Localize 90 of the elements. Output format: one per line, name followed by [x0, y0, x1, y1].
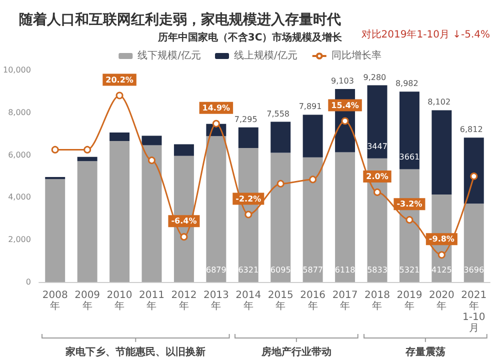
data-label: 4125	[432, 266, 452, 274]
total-label: 7,558	[266, 109, 290, 118]
bar	[77, 161, 98, 282]
x-tick-label: 2010年	[106, 290, 132, 312]
point	[341, 117, 349, 125]
point	[470, 172, 478, 180]
legend-label: 同比增长率	[331, 50, 382, 62]
x-tick-label: 2012年	[171, 290, 197, 312]
total-label: 8,102	[428, 98, 451, 107]
x-tick-label: 2016年	[300, 290, 326, 312]
point	[438, 251, 446, 259]
data-label: 20.2%	[106, 75, 134, 84]
data-label: 5877	[302, 266, 323, 274]
data-label: 3696	[464, 266, 484, 274]
bar	[302, 157, 323, 282]
data-label: 5321	[399, 266, 420, 274]
bar	[270, 152, 291, 282]
x-tick-label: 2011年	[139, 290, 164, 312]
bar	[464, 204, 484, 282]
bar	[238, 127, 258, 148]
bar	[45, 179, 66, 282]
text: 对比2019年1-10月 ↓-5.4%	[361, 28, 490, 40]
total-label: 9,103	[331, 76, 354, 86]
x-tick-label: 2013年	[203, 290, 229, 312]
bar	[335, 152, 356, 282]
x-tick-label: 2018年	[364, 290, 390, 312]
point	[212, 120, 220, 128]
text: 家电下乡、节能惠民、以旧换新	[64, 345, 207, 359]
x-tick-label: 2019年	[396, 290, 422, 312]
data-label: -2.2%	[236, 194, 262, 204]
point	[51, 146, 59, 154]
bar	[270, 122, 291, 153]
data-label: 3447	[367, 142, 388, 151]
data-label: -6.4%	[171, 216, 197, 226]
bar	[110, 141, 130, 282]
point	[180, 233, 188, 241]
data-label: 3661	[399, 152, 420, 162]
bar	[77, 156, 98, 162]
data-label: 15.4%	[331, 100, 359, 110]
x-tick-label: 2009年	[74, 290, 100, 312]
legend-label: 线下规模/亿元	[138, 50, 202, 62]
point	[148, 156, 156, 164]
total-label: 6,812	[460, 125, 483, 134]
bar	[399, 92, 420, 170]
text: 房地产行业带动	[260, 345, 333, 359]
legend-label: 线上规模/亿元	[234, 50, 298, 62]
total-label: 7,295	[234, 114, 258, 124]
bar	[302, 114, 323, 158]
y-tick-label: 8,000	[8, 108, 31, 117]
data-label: 6095	[270, 266, 291, 274]
bar	[432, 110, 452, 195]
x-tick-label: 2014年	[236, 290, 262, 312]
x-tick-label: 2015年	[268, 290, 294, 312]
data-label: 2.0%	[366, 172, 388, 181]
y-tick-label: 4,000	[8, 192, 31, 202]
total-label: 8,982	[395, 79, 418, 88]
x-tick-label: 2008年	[42, 290, 68, 312]
chart-subtitle: 历年中国家电（不含3C）市场规模及增长	[156, 32, 344, 44]
point	[84, 146, 92, 154]
text: 存量震荡	[404, 346, 447, 359]
x-tick-label: 2020年	[428, 290, 454, 312]
total-label: 7,891	[298, 102, 322, 112]
x-tick-label: 2017年	[332, 290, 358, 312]
point	[116, 92, 124, 100]
y-tick-label: 6,000	[8, 150, 31, 160]
point	[309, 176, 317, 184]
data-label: 5833	[367, 266, 388, 274]
point	[244, 210, 252, 218]
total-label: 9,280	[363, 72, 386, 82]
y-tick-label: 10,000	[2, 66, 31, 74]
data-label: -9.8%	[428, 234, 454, 244]
point	[406, 216, 414, 224]
data-label: 6321	[238, 266, 259, 274]
bar	[174, 144, 194, 156]
y-tick-label: 2,000	[8, 235, 31, 244]
data-label: 6879	[206, 266, 226, 274]
bar	[110, 132, 130, 142]
bar	[367, 85, 388, 158]
bar	[464, 138, 484, 204]
data-label: 14.9%	[202, 103, 230, 112]
data-label: 6118	[334, 266, 356, 274]
bar	[142, 136, 162, 146]
bar	[142, 145, 162, 282]
chart-title: 随着人口和互联网红利走弱，家电规模进入存量时代	[19, 11, 341, 28]
point	[276, 180, 284, 188]
point	[374, 188, 381, 196]
bar	[206, 136, 226, 282]
data-label: -3.2%	[396, 200, 422, 209]
y-tick-label: 0	[26, 278, 31, 286]
x-tick-label: 2021年1-10月	[461, 290, 487, 334]
